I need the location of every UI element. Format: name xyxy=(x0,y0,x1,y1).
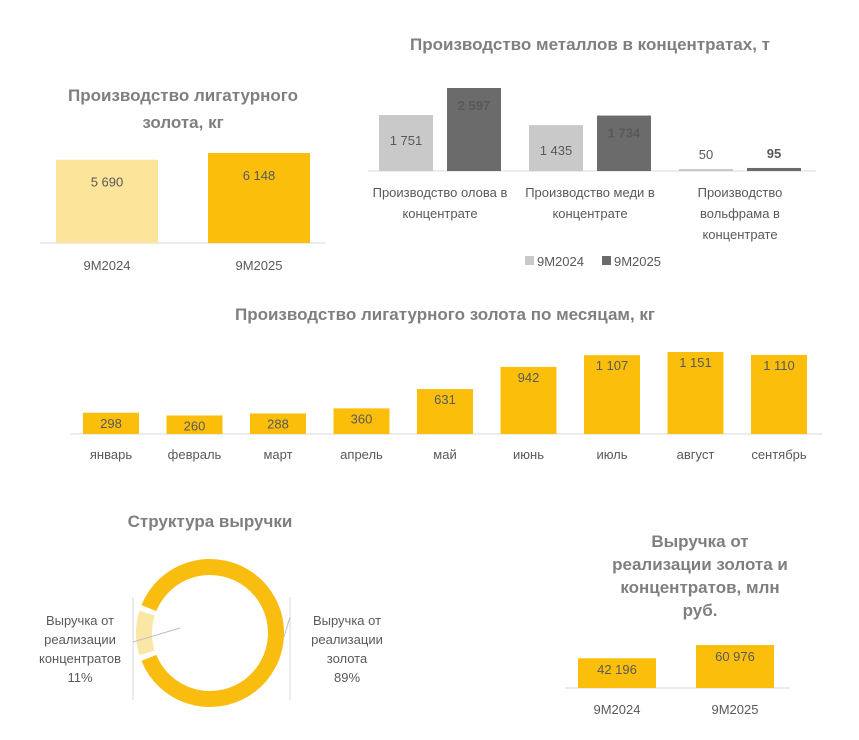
legend-swatch xyxy=(525,256,534,265)
x-tick-label: Производство олова в xyxy=(373,185,508,200)
bar xyxy=(747,167,801,171)
donut-slice xyxy=(141,559,284,707)
x-tick-label: 9M2025 xyxy=(712,702,759,717)
bar-value-label: 1 107 xyxy=(596,358,629,373)
x-tick-label: Производство xyxy=(698,185,783,200)
leader-line xyxy=(132,627,181,643)
bar-value-label: 60 976 xyxy=(715,649,755,664)
bar xyxy=(83,412,139,434)
bar xyxy=(208,153,310,243)
slice-label: реализации xyxy=(44,632,116,647)
x-tick-label: сентябрь xyxy=(751,447,807,462)
bar-value-label: 1 751 xyxy=(390,133,423,148)
chart-title: концентратов, млн xyxy=(620,578,779,597)
bar xyxy=(667,352,724,434)
slice-label: 11% xyxy=(67,670,92,685)
legend-swatch xyxy=(602,256,611,265)
chart-title: реализации золота и xyxy=(612,555,788,574)
bar-value-label: 6 148 xyxy=(243,168,276,183)
chart-title: Производство металлов в концентратах, т xyxy=(410,35,770,54)
chart-title: руб. xyxy=(683,601,718,620)
x-tick-label: концентрате xyxy=(402,206,477,221)
legend-label: 9M2025 xyxy=(614,254,661,269)
slice-label: 89% xyxy=(334,670,360,685)
bar-value-label: 2 597 xyxy=(458,98,491,113)
legend-label: 9M2024 xyxy=(537,254,584,269)
bar-value-label: 298 xyxy=(100,416,122,431)
x-tick-label: июль xyxy=(596,447,627,462)
x-tick-label: вольфрама в xyxy=(700,206,780,221)
x-tick-label: июнь xyxy=(513,447,544,462)
bar-value-label: 95 xyxy=(767,146,781,161)
chart-title: Выручка от xyxy=(651,532,748,551)
x-tick-label: 9M2024 xyxy=(594,702,641,717)
x-tick-label: январь xyxy=(90,447,132,462)
x-tick-label: август xyxy=(677,447,715,462)
bar xyxy=(333,408,390,434)
bar xyxy=(500,366,557,434)
bar xyxy=(250,413,306,434)
bar xyxy=(417,389,473,434)
x-tick-label: 9M2024 xyxy=(84,258,131,273)
x-tick-label: Производство меди в xyxy=(525,185,655,200)
bar xyxy=(584,355,640,434)
bar xyxy=(597,115,651,171)
chart-title: Производство лигатурного золота по месяц… xyxy=(235,305,655,324)
bar-value-label: 1 110 xyxy=(763,358,795,373)
bar-value-label: 360 xyxy=(351,411,373,426)
bar-value-label: 260 xyxy=(184,418,206,433)
bar xyxy=(56,159,158,243)
bar xyxy=(578,658,656,688)
x-tick-label: февраль xyxy=(168,447,222,462)
bar xyxy=(447,88,501,171)
bar xyxy=(529,125,583,171)
bar xyxy=(166,415,223,434)
x-tick-label: концентрате xyxy=(552,206,627,221)
bar xyxy=(379,115,433,171)
leader-line xyxy=(283,616,291,638)
bar-value-label: 1 435 xyxy=(540,143,573,158)
slice-label: Выручка от xyxy=(46,613,114,628)
slice-label: концентратов xyxy=(39,651,121,666)
chart-title: Структура выручки xyxy=(128,512,293,531)
bar xyxy=(679,169,733,171)
bar-value-label: 42 196 xyxy=(597,662,637,677)
x-tick-label: 9M2025 xyxy=(236,258,283,273)
x-tick-label: апрель xyxy=(340,447,383,462)
chart-title: Производство лигатурного xyxy=(68,86,298,105)
slice-label: реализации xyxy=(311,632,383,647)
bar xyxy=(696,645,774,688)
bar-value-label: 1 734 xyxy=(608,126,641,141)
bar-value-label: 5 690 xyxy=(91,175,124,190)
donut-slice xyxy=(136,610,155,656)
x-tick-label: май xyxy=(433,447,456,462)
x-tick-label: концентрате xyxy=(702,227,777,242)
chart-title: золота, кг xyxy=(142,113,223,132)
bar xyxy=(751,354,807,434)
bar-value-label: 288 xyxy=(267,416,289,431)
bar-value-label: 1 151 xyxy=(679,355,712,370)
bar-value-label: 942 xyxy=(518,370,540,385)
bar-value-label: 631 xyxy=(434,392,456,407)
x-tick-label: март xyxy=(263,447,292,462)
bar-value-label: 50 xyxy=(699,147,713,162)
slice-label: Выручка от xyxy=(313,613,381,628)
slice-label: золота xyxy=(327,651,368,666)
